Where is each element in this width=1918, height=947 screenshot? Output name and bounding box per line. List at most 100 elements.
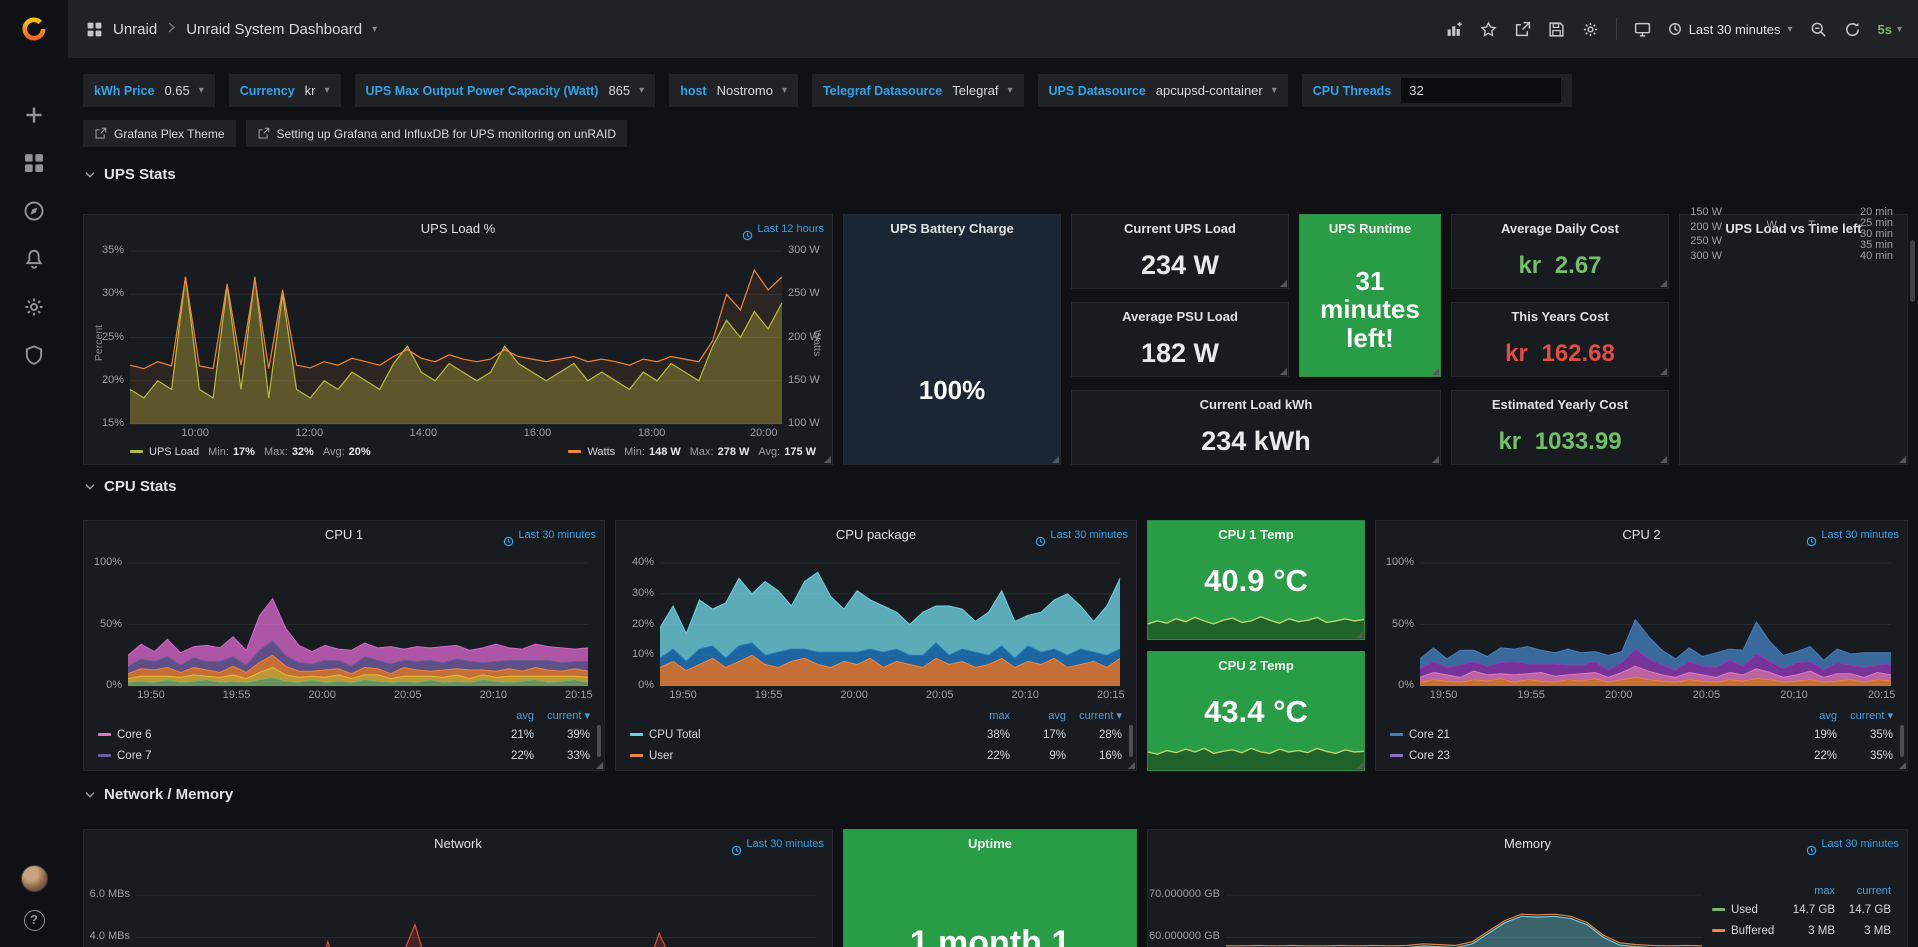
legend-sort-avg[interactable]: avg bbox=[1048, 709, 1066, 722]
chart-canvas[interactable] bbox=[84, 858, 832, 947]
panel-title-text: CPU 1 Temp bbox=[1218, 527, 1294, 542]
dashboard-scrollbar[interactable] bbox=[1910, 240, 1915, 302]
variable-label: host bbox=[680, 83, 707, 98]
save-button[interactable] bbox=[1548, 21, 1565, 38]
grafana-logo[interactable] bbox=[0, 0, 68, 58]
variable-telegraf-datasource[interactable]: Telegraf Datasource Telegraf ▾ bbox=[811, 74, 1024, 107]
dashboard-settings-button[interactable] bbox=[1582, 21, 1599, 38]
panel-title[interactable]: CPU 2 Temp bbox=[1148, 652, 1364, 680]
caret-down-icon[interactable]: ▾ bbox=[372, 23, 378, 35]
time-range-badge[interactable]: Last 30 minutes bbox=[1806, 521, 1899, 549]
legend-sort-current[interactable]: current ▾ bbox=[547, 710, 590, 722]
panel-title[interactable]: Average PSU Load bbox=[1072, 303, 1288, 331]
legend-sort-current[interactable]: current ▾ bbox=[1850, 710, 1893, 722]
legend-row[interactable]: Core 7 22% 33% bbox=[98, 745, 590, 766]
legend-item[interactable]: UPS Load Min: 17% Max: 32% Avg: 20% bbox=[130, 446, 371, 458]
dashboard-link-ups-monitoring-guide[interactable]: Setting up Grafana and InfluxDB for UPS … bbox=[245, 120, 628, 147]
legend-row[interactable]: Core 21 19% 35% bbox=[1390, 724, 1893, 745]
time-range-picker[interactable]: Last 30 minutes ▾ bbox=[1668, 22, 1793, 37]
time-range-badge[interactable]: Last 30 minutes bbox=[1806, 830, 1899, 858]
configuration-icon[interactable] bbox=[23, 296, 45, 318]
share-button[interactable] bbox=[1514, 21, 1531, 38]
apps-grid-icon[interactable] bbox=[86, 21, 103, 38]
chart-canvas[interactable] bbox=[1376, 549, 1907, 704]
legend-scrollbar[interactable] bbox=[597, 725, 601, 757]
legend-sort-avg[interactable]: avg bbox=[516, 709, 534, 722]
zoom-out-button[interactable] bbox=[1810, 21, 1827, 38]
panel-title[interactable]: UPS Load vs Time left bbox=[1680, 215, 1907, 243]
legend-scrollbar[interactable] bbox=[1900, 725, 1904, 757]
legend-sort-max[interactable]: max bbox=[989, 709, 1010, 722]
dashboards-icon[interactable] bbox=[23, 152, 45, 174]
y-axis-tick: 4.0 MBs bbox=[89, 930, 130, 943]
chart-canvas[interactable] bbox=[1148, 858, 1712, 947]
refresh-interval-picker[interactable]: 5s ▾ bbox=[1878, 22, 1903, 37]
cpu2-chart[interactable]: 100% 50% 0% 19:50 19:55 20:00 20:05 20:10 20:15 bbox=[1376, 549, 1907, 704]
breadcrumb-dashboard-title[interactable]: Unraid System Dashboard bbox=[186, 20, 363, 38]
cpu1-chart[interactable]: 100% 50% 0% 19:50 19:55 20:00 20:05 20:10 20:15 bbox=[84, 549, 604, 704]
legend-sort-max[interactable]: max bbox=[1814, 884, 1835, 897]
alerting-icon[interactable] bbox=[23, 248, 45, 270]
add-panel-button[interactable] bbox=[1446, 21, 1463, 38]
panel-title[interactable]: Current Load kWh bbox=[1072, 391, 1440, 419]
legend-row[interactable]: User 22% 9% 16% bbox=[630, 745, 1122, 766]
time-range-badge[interactable]: Last 30 minutes bbox=[1035, 521, 1128, 549]
time-range-badge[interactable]: Last 12 hours bbox=[742, 215, 824, 243]
legend-row[interactable]: CPU Total 38% 17% 28% bbox=[630, 724, 1122, 745]
time-range-badge[interactable]: Last 30 minutes bbox=[503, 521, 596, 549]
variable-currency[interactable]: Currency kr ▾ bbox=[228, 74, 341, 107]
legend-row[interactable]: Core 6 21% 39% bbox=[98, 724, 590, 745]
legend-sort-current[interactable]: current ▾ bbox=[1079, 710, 1122, 722]
user-avatar[interactable] bbox=[20, 865, 48, 892]
variable-host[interactable]: host Nostromo ▾ bbox=[669, 74, 798, 107]
variable-value: Nostromo bbox=[716, 83, 773, 98]
legend-row[interactable]: Core 23 22% 35% bbox=[1390, 745, 1893, 766]
variable-ups-max-output[interactable]: UPS Max Output Power Capacity (Watt) 865… bbox=[354, 74, 656, 107]
panel-title[interactable]: UPS Load % Last 12 hours bbox=[84, 215, 832, 243]
panel-title[interactable]: Current UPS Load bbox=[1072, 215, 1288, 243]
legend-scrollbar[interactable] bbox=[1129, 725, 1133, 757]
chart-canvas[interactable] bbox=[84, 243, 832, 442]
cycle-view-button[interactable] bbox=[1634, 21, 1651, 38]
variable-ups-datasource[interactable]: UPS Datasource apcupsd-container ▾ bbox=[1037, 74, 1288, 107]
variable-kwh-price[interactable]: kWh Price 0.65 ▾ bbox=[83, 74, 215, 107]
chart-canvas[interactable] bbox=[616, 549, 1136, 704]
legend-sort-avg[interactable]: avg bbox=[1819, 709, 1837, 722]
server-admin-icon[interactable] bbox=[23, 344, 45, 366]
legend-item[interactable]: Watts Min: 148 W Max: 278 W Avg: 175 W bbox=[568, 446, 816, 458]
create-icon[interactable] bbox=[23, 104, 45, 126]
panel-title[interactable]: CPU package Last 30 minutes bbox=[616, 521, 1136, 549]
panel-title[interactable]: Uptime bbox=[844, 830, 1136, 858]
time-range-badge[interactable]: Last 30 minutes bbox=[731, 830, 824, 858]
section-ups-stats[interactable]: UPS Stats bbox=[83, 166, 176, 183]
help-icon[interactable]: ? bbox=[23, 910, 45, 931]
cpu-threads-input[interactable]: 32 bbox=[1401, 78, 1562, 103]
panel-title[interactable]: UPS Runtime bbox=[1300, 215, 1440, 243]
panel-title[interactable]: CPU 1 Last 30 minutes bbox=[84, 521, 604, 549]
caret-down-icon: ▾ bbox=[198, 85, 204, 96]
refresh-button[interactable] bbox=[1844, 21, 1861, 38]
chart-canvas[interactable] bbox=[84, 549, 604, 704]
legend-header: avg current ▾ bbox=[98, 707, 590, 724]
ups-load-chart[interactable]: 35% 30% 25% 20% 15% 300 W 250 W 200 W 150 W 100 W… bbox=[84, 243, 832, 442]
explore-icon[interactable] bbox=[23, 200, 45, 222]
panel-title[interactable]: UPS Battery Charge bbox=[844, 215, 1060, 243]
section-cpu-stats[interactable]: CPU Stats bbox=[83, 478, 177, 495]
panel-title[interactable]: CPU 2 Last 30 minutes bbox=[1376, 521, 1907, 549]
panel-title[interactable]: Estimated Yearly Cost bbox=[1452, 391, 1668, 419]
panel-title[interactable]: Network Last 30 minutes bbox=[84, 830, 832, 858]
breadcrumb-folder[interactable]: Unraid bbox=[113, 20, 158, 38]
cpu-package-chart[interactable]: 40% 30% 20% 10% 0% 19:50 19:55 20:00 20:05 20:10 2… bbox=[616, 549, 1136, 704]
panel-title[interactable]: CPU 1 Temp bbox=[1148, 521, 1364, 549]
legend-row[interactable]: Used 14.7 GB 14.7 GB bbox=[1712, 899, 1891, 920]
panel-title[interactable]: Average Daily Cost bbox=[1452, 215, 1668, 243]
legend-sort-current[interactable]: current bbox=[1856, 884, 1891, 897]
dashboard-link-grafana-plex-theme[interactable]: Grafana Plex Theme bbox=[83, 120, 236, 147]
panel-title[interactable]: Memory Last 30 minutes bbox=[1148, 830, 1907, 858]
section-network-memory[interactable]: Network / Memory bbox=[83, 786, 233, 803]
star-button[interactable] bbox=[1480, 20, 1497, 38]
legend-row[interactable]: Buffered 3 MB 3 MB bbox=[1712, 920, 1891, 941]
panel-title[interactable]: This Years Cost bbox=[1452, 303, 1668, 331]
